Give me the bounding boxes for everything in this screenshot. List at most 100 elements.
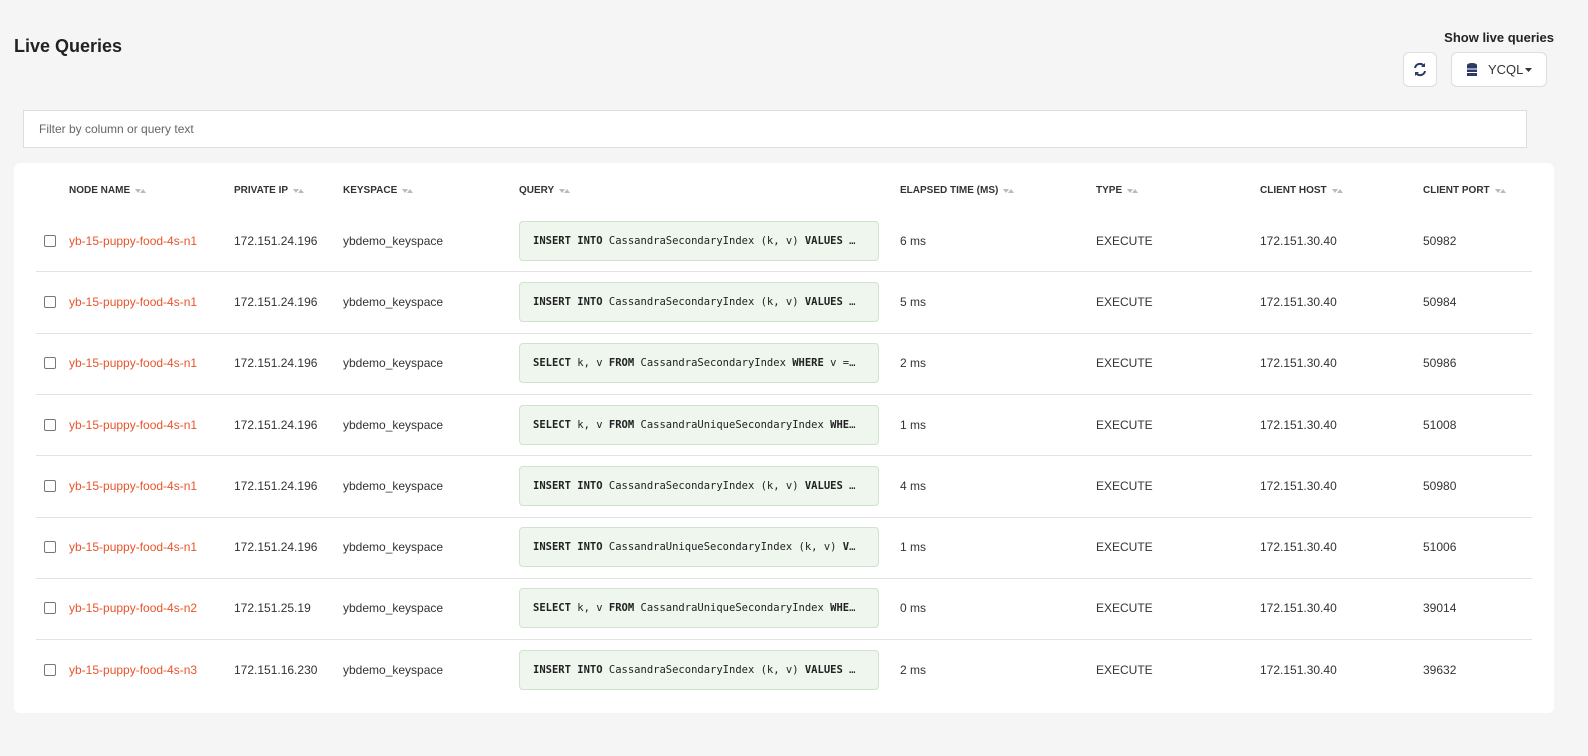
private-ip: 172.151.24.196 xyxy=(234,233,318,248)
query-token: CassandraUniqueSecondaryIndex xyxy=(634,418,831,431)
query-text: SELECT k, v FROM CassandraSecondaryIndex… xyxy=(519,343,879,384)
header-text: ELAPSED TIME (MS) xyxy=(900,185,999,196)
private-ip: 172.151.24.196 xyxy=(234,478,318,493)
keyspace: ybdemo_keyspace xyxy=(343,356,444,371)
private-ip: 172.151.24.196 xyxy=(234,294,318,309)
row-checkbox[interactable] xyxy=(44,418,56,431)
client-port: 50984 xyxy=(1423,294,1457,309)
keyspace: ybdemo_keyspace xyxy=(343,233,444,248)
client-port: 39014 xyxy=(1423,601,1457,616)
query-token: FROM xyxy=(608,357,635,370)
keyspace: ybdemo_keyspace xyxy=(343,294,444,309)
type: EXECUTE xyxy=(1096,417,1153,432)
query-token: WHE xyxy=(830,602,850,615)
column-header[interactable]: KEYSPACE xyxy=(343,185,414,196)
sort-icon[interactable] xyxy=(1003,188,1015,194)
query-token: … xyxy=(849,541,856,554)
client-host: 172.151.30.40 xyxy=(1260,417,1337,432)
node-name[interactable]: yb-15-puppy-food-4s-n1 xyxy=(69,540,198,555)
sort-icon[interactable] xyxy=(1127,188,1139,194)
query-token: WHE xyxy=(830,418,850,431)
caret xyxy=(1525,67,1533,72)
keyspace: ybdemo_keyspace xyxy=(343,601,444,616)
elapsed-time: 4 ms xyxy=(900,478,927,493)
node-name[interactable]: yb-15-puppy-food-4s-n2 xyxy=(69,601,198,616)
filter-input[interactable]: Filter by column or query text xyxy=(23,110,1527,148)
column-header[interactable]: ELAPSED TIME (MS) xyxy=(900,185,1015,196)
type: EXECUTE xyxy=(1096,294,1153,309)
show-label: Show live queries xyxy=(1444,30,1554,45)
query-token: k, v xyxy=(570,602,609,615)
query-token: … xyxy=(849,418,856,431)
sort-icon[interactable] xyxy=(1494,188,1506,194)
node-name[interactable]: yb-15-puppy-food-4s-n1 xyxy=(69,233,198,248)
keyspace: ybdemo_keyspace xyxy=(343,478,444,493)
private-ip: 172.151.24.196 xyxy=(234,356,318,371)
client-port: 51006 xyxy=(1423,540,1457,555)
row-checkbox[interactable] xyxy=(44,541,56,554)
header-text: QUERY xyxy=(519,185,555,196)
column-header[interactable]: CLIENT PORT xyxy=(1423,185,1506,196)
query-token: FROM xyxy=(608,418,635,431)
query-token: V xyxy=(842,541,850,554)
query-token: INSERT xyxy=(533,234,571,247)
query-token: WHERE xyxy=(792,357,824,370)
client-host: 172.151.30.40 xyxy=(1260,662,1337,677)
type: EXECUTE xyxy=(1096,601,1153,616)
query-token: INSERT xyxy=(533,541,571,554)
query-token: CassandraSecondaryIndex (k, v) xyxy=(602,295,805,308)
row-divider xyxy=(36,332,1532,334)
row-divider xyxy=(36,271,1532,273)
query-text: INSERT INTO CassandraUniqueSecondaryInde… xyxy=(519,527,879,568)
row-divider xyxy=(36,455,1532,457)
row-divider xyxy=(36,577,1532,579)
sort-icon[interactable] xyxy=(559,188,571,194)
query-token: INTO xyxy=(577,541,603,554)
private-ip: 172.151.24.196 xyxy=(234,540,318,555)
table: NODE NAME PRIVATE IP KEYSPACE QUERY ELAPSED … xyxy=(14,163,1554,713)
elapsed-time: 1 ms xyxy=(900,417,927,432)
header-text: CLIENT HOST xyxy=(1260,185,1327,196)
client-port: 51008 xyxy=(1423,417,1457,432)
api-dropdown[interactable]: YCQL xyxy=(1451,52,1547,87)
column-header[interactable]: NODE NAME xyxy=(69,185,147,196)
client-host: 172.151.30.40 xyxy=(1260,601,1337,616)
row-checkbox[interactable] xyxy=(44,234,56,247)
row-checkbox[interactable] xyxy=(44,602,56,615)
row-checkbox[interactable] xyxy=(44,663,56,676)
query-token: … xyxy=(842,479,856,492)
node-name[interactable]: yb-15-puppy-food-4s-n1 xyxy=(69,356,198,371)
sort-icon[interactable] xyxy=(402,188,414,194)
private-ip: 172.151.24.196 xyxy=(234,417,318,432)
row-checkbox[interactable] xyxy=(44,357,56,370)
query-token: INTO xyxy=(577,479,603,492)
sort-icon[interactable] xyxy=(1331,188,1343,194)
node-name[interactable]: yb-15-puppy-food-4s-n1 xyxy=(69,417,198,432)
sort-icon[interactable] xyxy=(135,188,147,194)
query-token: SELECT xyxy=(533,602,571,615)
column-header[interactable]: TYPE xyxy=(1096,185,1139,196)
row-checkbox[interactable] xyxy=(44,479,56,492)
keyspace: ybdemo_keyspace xyxy=(343,417,444,432)
row-divider xyxy=(36,639,1532,641)
type: EXECUTE xyxy=(1096,356,1153,371)
query-token: CassandraSecondaryIndex xyxy=(634,357,793,370)
query-text: INSERT INTO CassandraSecondaryIndex (k, … xyxy=(519,465,879,506)
query-token: CassandraSecondaryIndex (k, v) xyxy=(602,234,805,247)
node-name[interactable]: yb-15-puppy-food-4s-n1 xyxy=(69,478,198,493)
sort-icon[interactable] xyxy=(293,188,305,194)
column-header[interactable]: PRIVATE IP xyxy=(234,185,305,196)
node-name[interactable]: yb-15-puppy-food-4s-n3 xyxy=(69,662,198,677)
column-header[interactable]: QUERY xyxy=(519,185,571,196)
column-header[interactable]: CLIENT HOST xyxy=(1260,185,1343,196)
query-token: SELECT xyxy=(533,357,571,370)
row-checkbox[interactable] xyxy=(44,295,56,308)
type: EXECUTE xyxy=(1096,233,1153,248)
query-token: k, v xyxy=(570,418,609,431)
refresh-button[interactable] xyxy=(1403,52,1437,87)
query-text: SELECT k, v FROM CassandraUniqueSecondar… xyxy=(519,588,879,629)
query-token: FROM xyxy=(608,602,635,615)
api-label: YCQL xyxy=(1488,62,1524,77)
node-name[interactable]: yb-15-puppy-food-4s-n1 xyxy=(69,294,198,309)
